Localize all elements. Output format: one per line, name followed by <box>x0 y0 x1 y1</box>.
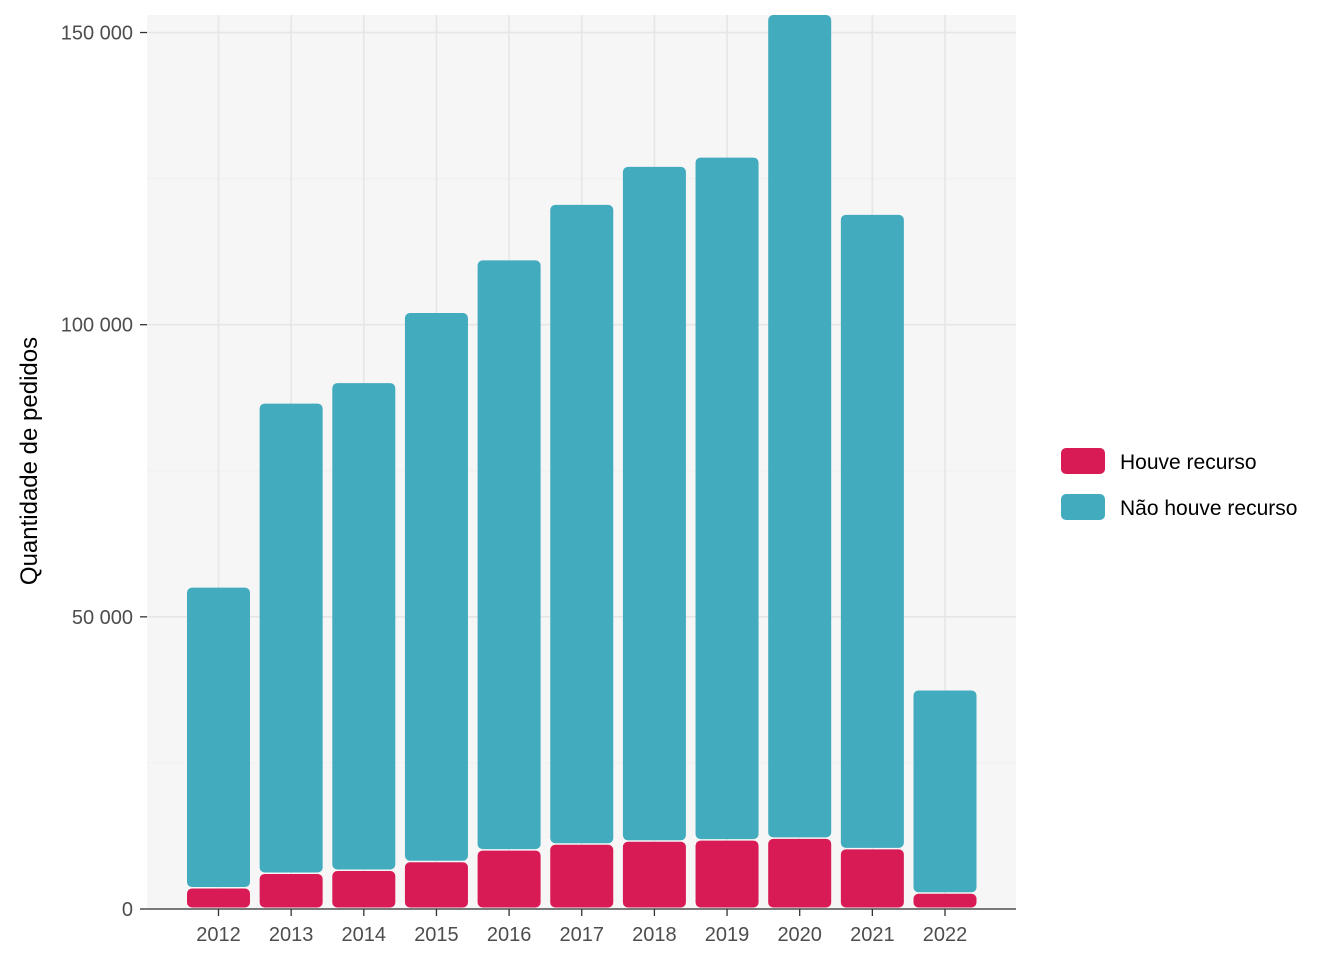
x-tick-label: 2015 <box>414 924 459 946</box>
bar-houve-recurso-2016 <box>477 850 541 908</box>
legend-label-houve-recurso: Houve recurso <box>1120 451 1257 474</box>
bar-nao-houve-recurso-2017 <box>550 204 614 844</box>
x-tick-label: 2013 <box>269 924 314 946</box>
bar-houve-recurso-2013 <box>259 873 323 908</box>
legend-label-nao-houve-recurso: Não houve recurso <box>1120 497 1297 520</box>
bar-nao-houve-recurso-2021 <box>840 214 904 848</box>
bar-houve-recurso-2019 <box>695 840 759 908</box>
bar-houve-recurso-2012 <box>187 888 250 908</box>
bar-houve-recurso-2020 <box>768 838 832 908</box>
bar-nao-houve-recurso-2018 <box>622 166 686 841</box>
x-tick-label: 2017 <box>560 924 605 946</box>
x-tick-label: 2012 <box>196 924 241 946</box>
legend-key-houve-recurso <box>1061 448 1105 474</box>
bars <box>187 15 977 908</box>
y-tick-label: 150 000 <box>61 23 133 45</box>
bar-nao-houve-recurso-2022 <box>913 690 977 893</box>
bar-nao-houve-recurso-2013 <box>259 403 323 873</box>
bar-houve-recurso-2015 <box>404 862 468 908</box>
x-tick-label: 2020 <box>777 924 822 946</box>
legend-key-nao-houve-recurso <box>1061 494 1105 520</box>
x-tick-label: 2014 <box>342 924 387 946</box>
bar-nao-houve-recurso-2020 <box>768 15 832 838</box>
bar-nao-houve-recurso-2014 <box>332 383 396 870</box>
bar-nao-houve-recurso-2019 <box>695 157 759 840</box>
y-tick-label: 0 <box>122 899 133 921</box>
y-tick-label: 50 000 <box>72 607 133 629</box>
legend: Houve recurso Não houve recurso <box>1061 448 1297 520</box>
x-tick-label: 2022 <box>923 924 968 946</box>
y-axis-title: Quantidade de pedidos <box>16 337 43 585</box>
x-axis-ticks: 2012 2013 2014 2015 2016 2017 2018 2019 2020 2021… <box>196 909 967 946</box>
y-tick-label: 100 000 <box>61 315 133 337</box>
y-axis-ticks: 0 50 000 100 000 150 000 <box>61 23 147 921</box>
bar-nao-houve-recurso-2012 <box>187 587 250 888</box>
bar-houve-recurso-2022 <box>913 893 977 908</box>
bar-houve-recurso-2014 <box>332 871 396 908</box>
bar-houve-recurso-2018 <box>622 841 686 908</box>
x-tick-label: 2021 <box>850 924 895 946</box>
bar-houve-recurso-2021 <box>840 849 904 908</box>
x-tick-label: 2016 <box>487 924 532 946</box>
x-tick-label: 2018 <box>632 924 677 946</box>
bar-nao-houve-recurso-2016 <box>477 260 541 850</box>
x-tick-label: 2019 <box>705 924 750 946</box>
bar-houve-recurso-2017 <box>550 844 614 908</box>
bar-nao-houve-recurso-2015 <box>404 313 468 861</box>
